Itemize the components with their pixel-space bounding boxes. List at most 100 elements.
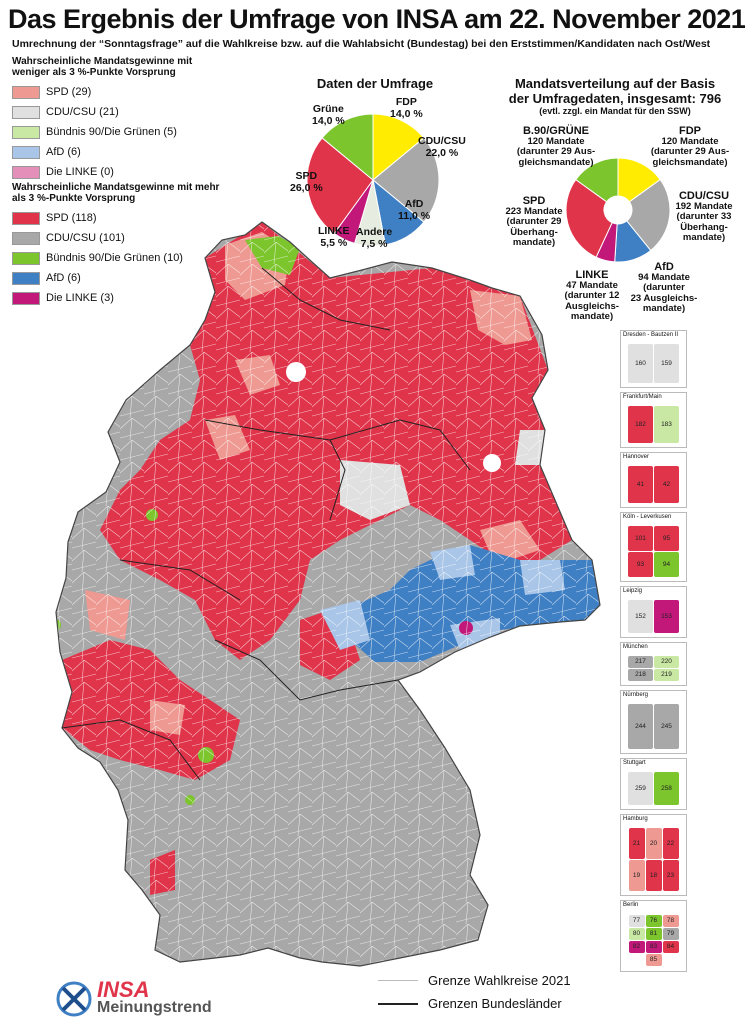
inset-district: 21 xyxy=(628,827,645,859)
inset-dresden-bautzen-ii: Dresden - Bautzen II 160 159 xyxy=(620,330,687,388)
inset-stuttgart: Stuttgart 259 258 xyxy=(620,758,687,810)
inset-district: 183 xyxy=(654,405,679,443)
pie2-label-cdu: CDU/CSU 192 Mandate (darunter 33 Überhang-m… xyxy=(672,191,736,244)
legend-weak-swatch xyxy=(12,85,40,99)
inset-district: 82 xyxy=(628,940,645,953)
pie2-label-cdu-line: Überhang- xyxy=(680,221,728,233)
inset-district: 244 xyxy=(628,703,653,749)
pie2-label-linke-line: (darunter 12 xyxy=(564,290,620,301)
inset-district: 217 xyxy=(628,655,653,668)
inset-district: 19 xyxy=(628,859,645,891)
pie1-label-linke: LINKE 5,5 % xyxy=(318,225,350,249)
legend-strong-swatch xyxy=(12,211,40,225)
inset-district: 220 xyxy=(654,655,679,668)
pie2-label-cdu-line: mandate) xyxy=(682,232,726,243)
inset-district: 80 xyxy=(628,927,645,940)
pie2-label-linke: LINKE 47 Mandate (darunter 12 Ausgleichs-ma… xyxy=(560,270,624,323)
legend-weak-label: CDU/CSU (21) xyxy=(46,106,119,118)
inset-district: 83 xyxy=(645,940,662,953)
inset-district: 245 xyxy=(654,703,679,749)
pie2-label-spd: SPD 223 Mandate (darunter 29 Überhang-manda… xyxy=(502,196,566,249)
page-subtitle: Umrechnung der “Sonntagsfrage” auf die W… xyxy=(12,38,711,50)
pie2-label-gruene-line: 120 Mandate xyxy=(527,135,585,147)
legend-weak-swatch xyxy=(12,165,40,179)
inset-title: Frankfurt/Main xyxy=(623,394,662,400)
legend-line-laender: Grenzen Bundesländer xyxy=(378,996,562,1011)
inset-district: 20 xyxy=(645,827,662,859)
inset-district: 159 xyxy=(654,343,679,383)
inset-m-nchen: München 217 220 218 219 xyxy=(620,642,687,686)
legend-strong-swatch xyxy=(12,271,40,285)
logo-brand: INSA xyxy=(97,977,150,1002)
inset-leipzig: Leipzig 152 153 xyxy=(620,586,687,638)
pie2-label-fdp-line: FDP xyxy=(679,125,701,137)
pie2-label-fdp-line: 120 Mandate xyxy=(661,135,719,147)
inset-district: 42 xyxy=(654,465,679,503)
laender-line-sample xyxy=(378,1002,418,1005)
inset-district: 94 xyxy=(654,551,679,577)
pie2-label-cdu-line: (darunter 33 xyxy=(676,211,732,222)
pie2-label-spd-line: mandate) xyxy=(512,237,556,248)
pie1-label-fdp: FDP 14,0 % xyxy=(390,96,423,120)
pie-chart-umfrage xyxy=(306,113,440,247)
inset-title: Köln - Leverkusen xyxy=(623,514,672,520)
inset-berlin: Berlin 77 76 78 80 81 79 82 83 84 85 xyxy=(620,900,687,972)
pie2-label-cdu-line: CDU/CSU xyxy=(678,190,730,202)
pie2-title-line1: Mandatsverteilung auf der Basis xyxy=(514,76,716,91)
inset-k-ln-leverkusen: Köln - Leverkusen 101 95 93 94 xyxy=(620,512,687,582)
wahlkreis-line-sample xyxy=(378,980,418,981)
inset-title: Hannover xyxy=(623,454,650,460)
pie2-label-cdu-line: 192 Mandate xyxy=(675,200,733,212)
pie2-slice-cdu-csu xyxy=(626,178,671,252)
legend-strong-label: Die LINKE (3) xyxy=(46,292,114,304)
inset-title: München xyxy=(623,644,648,650)
legend-strong-label: AfD (6) xyxy=(46,272,81,284)
inset-title: Leipzig xyxy=(623,588,643,594)
legend-weak-swatch xyxy=(12,105,40,119)
pie1-label-andere: Andere 7,5 % xyxy=(356,226,393,250)
pie1-slice-cdu-csu xyxy=(372,137,440,223)
pie2-label-fdp: FDP 120 Mandate (darunter 29 Aus-gleichsma… xyxy=(650,126,730,168)
inset-district: 258 xyxy=(654,771,679,805)
inset-hannover: Hannover 41 42 xyxy=(620,452,687,508)
pie2-label-afd-line: mandate) xyxy=(642,303,686,314)
inset-district: 101 xyxy=(628,525,653,551)
inset-district: 218 xyxy=(628,668,653,681)
legend-weak-item: Bündnis 90/Die Grünen (5) xyxy=(12,122,242,142)
legend-line1-label: Grenze Wahlkreise 2021 xyxy=(428,973,571,988)
legend-strong-heading: Wahrscheinliche Mandatsgewinne mit mehr … xyxy=(12,182,220,204)
inset-n-rnberg: Nürnberg 244 245 xyxy=(620,690,687,754)
pie2-label-spd-line: (darunter 29 xyxy=(506,216,562,227)
legend-weak-label: AfD (6) xyxy=(46,146,81,158)
inset-district: 153 xyxy=(654,599,679,633)
legend-strong-label: CDU/CSU (101) xyxy=(46,232,125,244)
inset-district: 23 xyxy=(662,859,679,891)
inset-district: 18 xyxy=(645,859,662,891)
inset-district: 152 xyxy=(628,599,653,633)
legend-weak-heading: Wahrscheinliche Mandatsgewinne mit wenig… xyxy=(12,56,193,78)
pie-chart-mandate xyxy=(565,157,671,263)
pie1-label-gruene: Grüne 14,0 % xyxy=(312,103,345,127)
legend-weak-item: AfD (6) xyxy=(12,142,242,162)
inset-district: 160 xyxy=(628,343,653,383)
pie1-label-cdu: CDU/CSU 22,0 % xyxy=(418,135,466,159)
pie2-label-linke-line: LINKE xyxy=(575,269,609,281)
pie2-label-linke-line: mandate) xyxy=(570,311,614,322)
pie2-label-gruene-line: gleichsmandate) xyxy=(518,156,594,168)
pie2-label-linke-line: 47 Mandate xyxy=(566,279,618,291)
legend-strong-item: AfD (6) xyxy=(12,268,242,288)
pie2-label-linke-line: Ausgleichs- xyxy=(565,300,619,312)
pie2-label-fdp-line: (darunter 29 Aus- xyxy=(650,146,730,157)
pie1-slice-gr-ne xyxy=(321,113,374,182)
legend-strong-label: SPD (118) xyxy=(46,212,97,224)
inset-district: 93 xyxy=(628,551,653,577)
inset-district: 22 xyxy=(662,827,679,859)
inset-district: 41 xyxy=(628,465,653,503)
legend-weak-item: Die LINKE (0) xyxy=(12,162,242,182)
page-title: Das Ergebnis der Umfrage von INSA am 22.… xyxy=(8,4,746,34)
pie2-label-afd: AfD 94 Mandate (darunter 23 Ausgleichs-mand… xyxy=(624,262,704,315)
inset-district: 81 xyxy=(645,927,662,940)
insa-logo: INSA Meinungstrend xyxy=(55,977,212,1018)
inset-district: 76 xyxy=(645,914,662,927)
pie2-slice-spd xyxy=(565,178,613,258)
